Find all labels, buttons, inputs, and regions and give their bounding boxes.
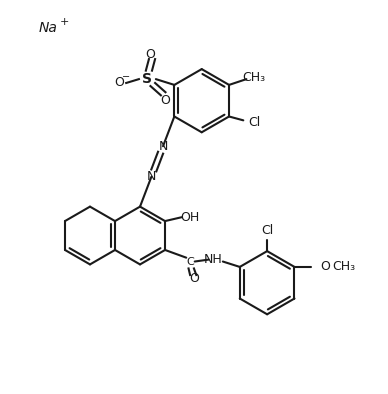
Text: O: O [115,76,125,89]
Text: O: O [160,94,170,107]
Text: Cl: Cl [261,224,273,237]
Text: N: N [158,140,168,153]
Text: CH₃: CH₃ [242,71,266,84]
Text: Cl: Cl [249,116,261,129]
Text: +: + [60,17,69,27]
Text: O: O [146,48,156,61]
Text: N: N [147,170,156,183]
Text: −: − [122,72,130,82]
Text: NH: NH [204,253,223,266]
Text: S: S [142,72,152,86]
Text: O: O [320,260,330,273]
Text: OH: OH [180,211,200,224]
Text: C: C [186,256,194,266]
Text: O: O [189,272,199,285]
Text: CH₃: CH₃ [332,260,355,273]
Text: Na: Na [38,20,57,35]
